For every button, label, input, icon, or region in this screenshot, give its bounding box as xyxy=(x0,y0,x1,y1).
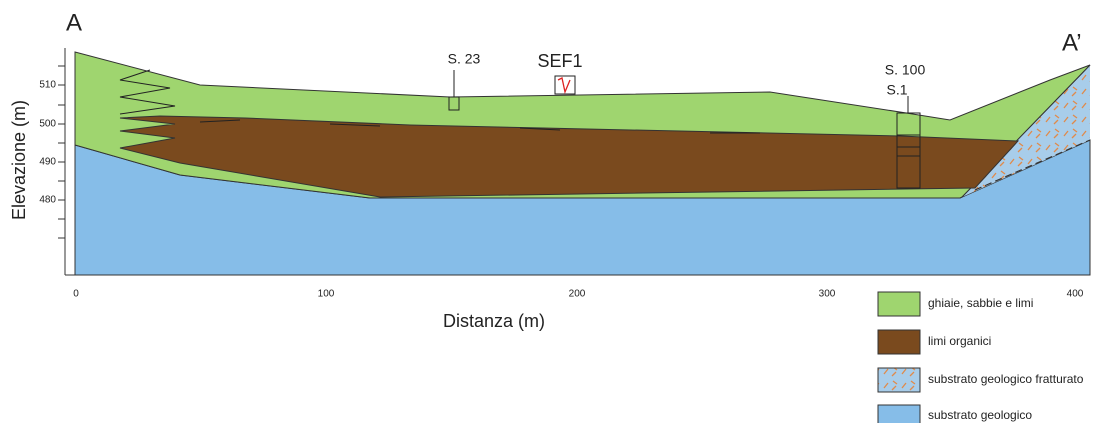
x-tick-label: 400 xyxy=(1067,289,1084,300)
start-label: A xyxy=(66,9,82,36)
legend-swatch xyxy=(878,368,920,392)
borehole-label: SEF1 xyxy=(537,51,582,71)
borehole-label: S. 100 xyxy=(885,62,926,78)
legend-swatch xyxy=(878,330,920,354)
borehole-label: S.1 xyxy=(886,82,907,98)
legend-label: ghiaie, sabbie e limi xyxy=(928,296,1033,310)
cross-section: 510 500 490 480 0 100 200 300 400 Elevaz… xyxy=(0,0,1099,423)
x-axis-title: Distanza (m) xyxy=(443,311,545,331)
legend-label: limi organici xyxy=(928,334,991,348)
borehole-label: S. 23 xyxy=(448,51,481,67)
y-ticks xyxy=(58,66,65,238)
x-tick-label: 300 xyxy=(819,289,836,300)
x-tick-label: 200 xyxy=(569,289,586,300)
sef-line xyxy=(558,78,570,92)
legend-swatch xyxy=(878,405,920,423)
page: 510 500 490 480 0 100 200 300 400 Elevaz… xyxy=(0,0,1099,423)
x-tick-label: 0 xyxy=(73,289,79,300)
end-label: A’ xyxy=(1062,29,1082,56)
x-tick-label: 100 xyxy=(318,289,335,300)
y-tick-label: 480 xyxy=(39,195,56,206)
y-tick-label: 500 xyxy=(39,119,56,130)
legend-label: substrato geologico xyxy=(928,408,1032,422)
y-axis-title: Elevazione (m) xyxy=(9,100,29,220)
y-tick-label: 490 xyxy=(39,157,56,168)
y-tick-label: 510 xyxy=(39,80,56,91)
legend-swatch xyxy=(878,292,920,316)
legend-label: substrato geologico fratturato xyxy=(928,372,1084,386)
